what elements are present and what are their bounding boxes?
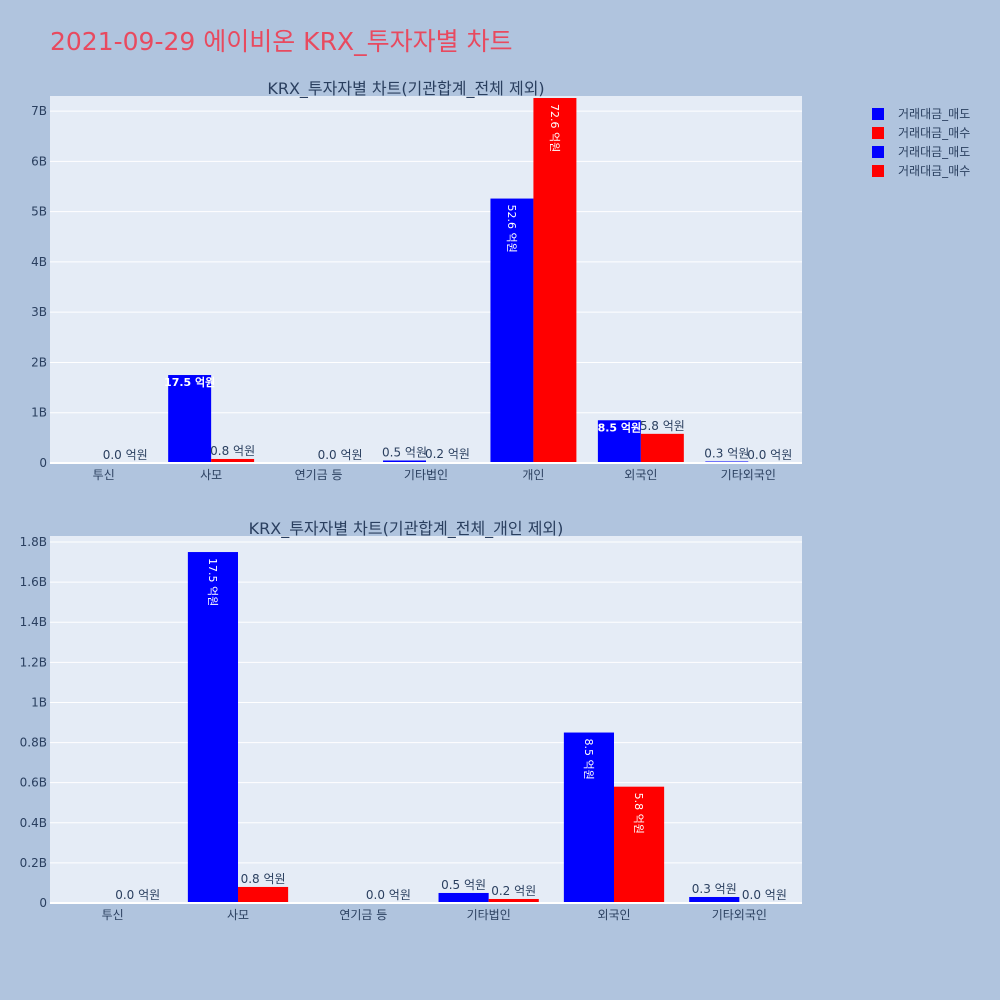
legend-item[interactable]: 거래대금_매수	[872, 161, 970, 180]
x-tick-label: 연기금 등	[295, 468, 343, 482]
bar-data-label: 0.0 억원	[747, 448, 792, 462]
legend-item[interactable]: 거래대금_매수	[872, 123, 970, 142]
bar-data-label: 8.5 억원	[598, 420, 642, 434]
y-tick-label: 1.4B	[20, 615, 47, 629]
x-tick-label: 기타법인	[404, 468, 448, 482]
bar-data-label: 0.0 억원	[318, 448, 363, 462]
bar-data-label: 17.5 억원	[206, 558, 219, 606]
y-tick-label: 0.6B	[20, 776, 47, 790]
y-tick-label: 0.8B	[20, 736, 47, 750]
bar-sell	[168, 375, 212, 463]
legend: 거래대금_매도 거래대금_매수 거래대금_매도 거래대금_매수	[872, 104, 970, 180]
bar-data-label: 5.8 억원	[640, 419, 685, 433]
bar-sell	[438, 892, 489, 903]
x-tick-label: 기타외국인	[712, 908, 767, 922]
legend-swatch	[872, 145, 884, 158]
y-tick-label: 0	[39, 456, 47, 470]
bar-data-label: 72.6 억원	[548, 104, 561, 152]
bar-data-label: 17.5 억원	[164, 375, 215, 389]
bar-data-label: 0.5 억원	[382, 445, 427, 459]
bar-data-label: 0.3 억원	[692, 882, 737, 896]
y-tick-label: 1.8B	[20, 535, 47, 549]
legend-swatch	[872, 164, 884, 177]
bar-data-label: 8.5 억원	[582, 739, 595, 780]
y-tick-label: 1.6B	[20, 575, 47, 589]
y-tick-label: 7B	[31, 104, 47, 118]
bar-buy	[533, 98, 577, 463]
bar-data-label: 0.2 억원	[491, 884, 536, 898]
x-tick-label: 연기금 등	[339, 908, 387, 922]
bar-sell	[187, 552, 238, 903]
bar-data-label: 0.5 억원	[441, 878, 486, 892]
bar-buy	[238, 886, 289, 903]
bar-sell	[490, 198, 534, 463]
y-tick-label: 3B	[31, 305, 47, 319]
x-tick-label: 사모	[200, 468, 222, 482]
y-tick-label: 0	[39, 896, 47, 910]
bar-data-label: 0.8 억원	[241, 872, 286, 886]
y-tick-label: 6B	[31, 154, 47, 168]
y-tick-label: 1B	[31, 695, 47, 709]
bar-data-label: 52.6 억원	[505, 205, 518, 253]
x-tick-label: 기타법인	[467, 908, 511, 922]
bar-sell	[563, 732, 614, 903]
y-tick-label: 5B	[31, 205, 47, 219]
bar-data-label: 0.3 억원	[704, 446, 749, 460]
legend-item[interactable]: 거래대금_매도	[872, 142, 970, 161]
bar-sell	[383, 460, 426, 463]
y-tick-label: 2B	[31, 355, 47, 369]
legend-swatch	[872, 107, 884, 120]
bar-buy	[211, 458, 255, 463]
bar-data-label: 0.2 억원	[425, 447, 470, 461]
chart-title: KRX_투자자별 차트(기관합계_전체 제외)	[267, 79, 544, 99]
y-tick-label: 0.2B	[20, 856, 47, 870]
bar-buy	[488, 898, 539, 903]
bar-buy	[640, 433, 684, 463]
y-tick-label: 1.2B	[20, 655, 47, 669]
legend-label: 거래대금_매수	[898, 126, 971, 140]
x-tick-label: 기타외국인	[721, 468, 776, 482]
legend-label: 거래대금_매도	[898, 145, 971, 159]
bar-data-label: 5.8 억원	[632, 793, 645, 834]
bar-sell	[597, 420, 641, 463]
legend-label: 거래대금_매수	[898, 164, 971, 178]
page-title: 2021-09-29 에이비온 KRX_투자자별 차트	[50, 27, 513, 56]
bar-data-label: 0.0 억원	[115, 888, 160, 902]
x-tick-label: 외국인	[597, 908, 630, 922]
bar-data-label: 0.0 억원	[103, 448, 148, 462]
x-tick-label: 투신	[93, 468, 115, 482]
x-tick-label: 외국인	[624, 468, 657, 482]
x-tick-label: 사모	[227, 908, 249, 922]
legend-label: 거래대금_매도	[898, 107, 971, 121]
bar-data-label: 0.0 억원	[742, 888, 787, 902]
y-tick-label: 0.4B	[20, 816, 47, 830]
bar-data-label: 0.0 억원	[366, 888, 411, 902]
chart-title: KRX_투자자별 차트(기관합계_전체_개인 제외)	[249, 519, 564, 539]
legend-item[interactable]: 거래대금_매도	[872, 104, 970, 123]
bar-data-label: 0.8 억원	[210, 444, 255, 458]
bar-buy	[614, 786, 665, 903]
y-tick-label: 1B	[31, 406, 47, 420]
plot-area	[50, 536, 802, 903]
y-tick-label: 4B	[31, 255, 47, 269]
bar-sell	[689, 896, 740, 903]
legend-swatch	[872, 126, 884, 139]
x-tick-label: 투신	[102, 908, 124, 922]
x-tick-label: 개인	[522, 468, 544, 482]
